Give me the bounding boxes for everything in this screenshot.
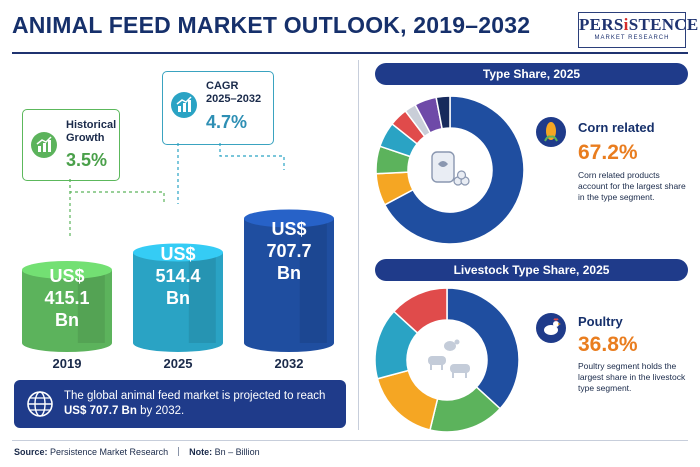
- footer: Source: Persistence Market Research Note:…: [14, 447, 260, 457]
- note-label: Note:: [189, 447, 213, 457]
- type-highlight-value: 67.2%: [578, 141, 638, 164]
- livestock-icon: [428, 339, 470, 378]
- corn-icon: [536, 117, 566, 147]
- bar-2019-label: US$ 415.1 Bn: [44, 266, 90, 330]
- livestock-highlight-desc: Poultry segment holds the largest share …: [578, 361, 686, 393]
- cylinder-shade-2019: [77, 269, 105, 343]
- source-text: Persistence Market Research: [50, 447, 169, 457]
- type-highlight-label: Corn related: [578, 120, 655, 135]
- feed-bag-icon: [431, 151, 470, 186]
- type-share-title: Type Share, 2025: [375, 63, 688, 85]
- livestock-highlight-label: Poultry: [578, 314, 623, 329]
- cylinder-top-2032: [244, 209, 334, 228]
- historical-label-1: Historical: [66, 119, 117, 131]
- page-title: ANIMAL FEED MARKET OUTLOOK, 2019–2032: [12, 12, 531, 38]
- historical-label-2: Growth: [66, 132, 105, 144]
- livestock-donut-hole: [408, 321, 486, 399]
- year-label-2019: 2019: [52, 356, 82, 371]
- year-label-2025: 2025: [163, 356, 193, 371]
- globe-icon: [27, 391, 53, 417]
- summary-text: The global animal feed market is project…: [64, 390, 326, 417]
- livestock-share-title: Livestock Type Share, 2025: [375, 259, 688, 281]
- logo-wordmark: PERSiSTENCE: [579, 15, 699, 34]
- type-highlight-desc: Corn related products account for the la…: [578, 170, 686, 202]
- header-divider: [12, 52, 688, 54]
- year-label-2032: 2032: [274, 356, 304, 371]
- cylinder-top-2019: [22, 260, 112, 279]
- cagr-value: 4.7%: [206, 112, 248, 132]
- cylinder-top-2025: [133, 243, 223, 262]
- market-size-chart: [22, 209, 334, 352]
- cylinder-shade-2025: [188, 252, 216, 343]
- logo-subtitle: MARKET RESEARCH: [594, 35, 670, 41]
- cagr-callout: CAGR 2025–2032 4.7%: [162, 71, 274, 145]
- callout-connectors: [69, 143, 285, 236]
- source-label: Source:: [14, 447, 48, 457]
- livestock-donut-slice-1: [446, 287, 520, 410]
- type-donut-slice-1: [383, 95, 525, 245]
- cylinder-shade-2032: [299, 218, 327, 343]
- livestock-share-donut: [374, 287, 520, 433]
- chicken-icon: [536, 313, 566, 343]
- persistence-logo: PERSiSTENCE MARKET RESEARCH: [578, 12, 699, 48]
- livestock-donut-slice-5: [392, 287, 448, 335]
- growth-chart-icon: [171, 92, 197, 118]
- cagr-label-2: 2025–2032: [206, 93, 262, 105]
- cagr-label-1: CAGR: [206, 80, 239, 92]
- footer-divider: [12, 440, 688, 441]
- growth-chart-icon: [31, 132, 57, 158]
- historical-growth-callout: Historical Growth 3.5%: [22, 109, 120, 181]
- type-donut-slice-8: [435, 95, 451, 130]
- livestock-highlight-value: 36.8%: [578, 333, 638, 356]
- bar-2025-label: US$ 514.4 Bn: [155, 244, 201, 308]
- section-divider: [358, 60, 359, 430]
- historical-growth-value: 3.5%: [66, 150, 108, 170]
- summary-banner: The global animal feed market is project…: [14, 380, 346, 428]
- bar-2032-label: US$ 707.7 Bn: [266, 219, 312, 283]
- note-text: Bn – Billion: [214, 447, 260, 457]
